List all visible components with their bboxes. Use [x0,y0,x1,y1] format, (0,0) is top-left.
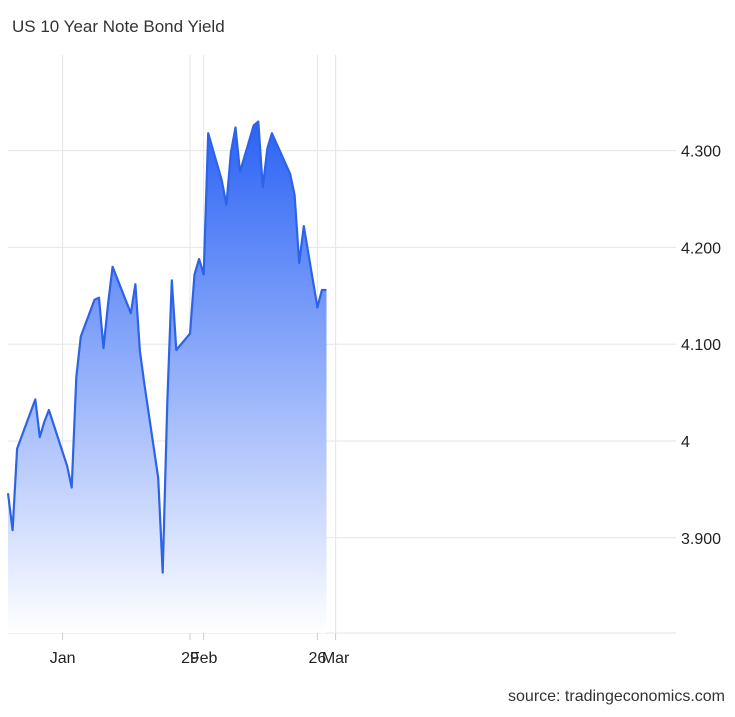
x-tick-label-4: Mar [322,650,350,667]
horizontal-gridlines [8,150,676,634]
x-tick-label-2: Feb [190,650,218,667]
y-tick-label-1: 4 [681,434,690,451]
y-tick-label-0: 3.900 [681,531,721,548]
x-tick-label-1: 29 [181,650,199,667]
y-tick-label-4: 4.300 [681,144,721,161]
y-tick-label-2: 4.100 [681,337,721,354]
yield-area [8,121,327,633]
yield-line [6,120,327,574]
y-axis-ticks: 3.900 4 4.100 4.200 4.300 [681,144,721,548]
y-tick-label-3: 4.200 [681,240,721,257]
x-tick-label-0: Jan [50,650,76,667]
source-label: source: tradingeconomics.com [508,688,725,705]
x-tick-label-3: 26 [309,650,327,667]
chart-title: US 10 Year Note Bond Yield [12,17,225,36]
